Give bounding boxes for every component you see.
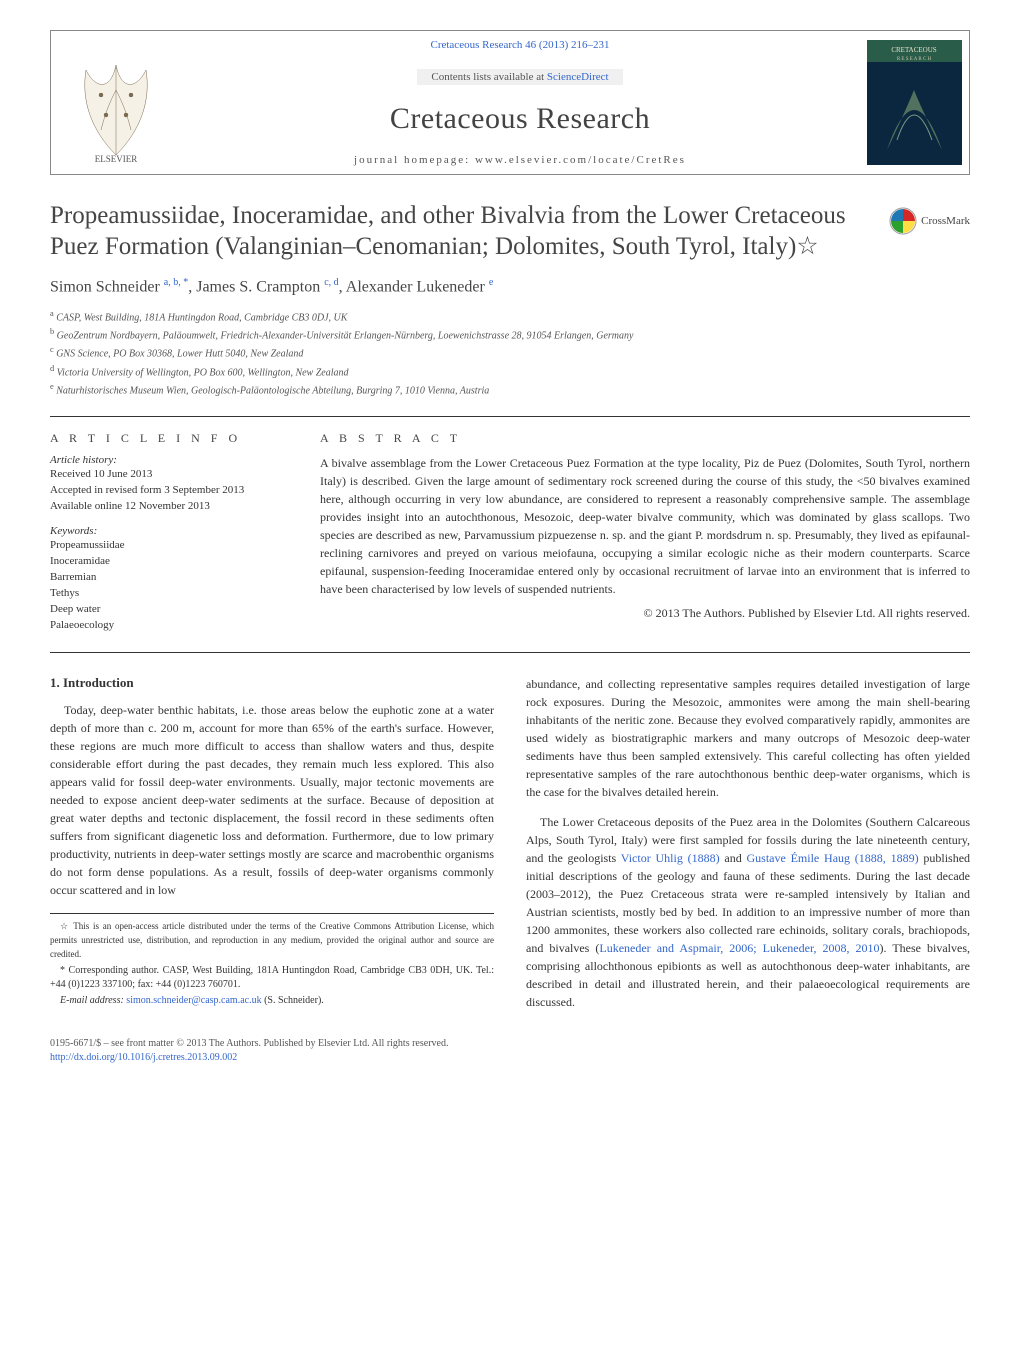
affiliation-c: c GNS Science, PO Box 30368, Lower Hutt … bbox=[50, 344, 970, 361]
intro-heading: 1. Introduction bbox=[50, 675, 494, 691]
author-3: Alexander Lukeneder bbox=[346, 278, 489, 295]
author-1-affil[interactable]: a, b, * bbox=[164, 277, 188, 288]
affiliation-b: b GeoZentrum Nordbayern, Paläoumwelt, Fr… bbox=[50, 326, 970, 343]
footnote-email: E-mail address: simon.schneider@casp.cam… bbox=[50, 994, 494, 1008]
citation-haug[interactable]: Gustave Émile Haug (1888, 1889) bbox=[747, 851, 919, 865]
author-3-affil[interactable]: e bbox=[489, 277, 493, 288]
reference-line[interactable]: Cretaceous Research 46 (2013) 216–231 bbox=[430, 39, 609, 51]
history-text: Received 10 June 2013Accepted in revised… bbox=[50, 467, 280, 515]
abstract-copyright: © 2013 The Authors. Published by Elsevie… bbox=[320, 606, 970, 621]
footnotes: ☆ This is an open-access article distrib… bbox=[50, 913, 494, 1008]
crossmark-label: CrossMark bbox=[921, 215, 970, 227]
article-info: A R T I C L E I N F O Article history: R… bbox=[50, 431, 280, 633]
affiliation-e: e Naturhistorisches Museum Wien, Geologi… bbox=[50, 381, 970, 398]
intro-para-2: abundance, and collecting representative… bbox=[526, 675, 970, 801]
abstract-heading: A B S T R A C T bbox=[320, 431, 970, 446]
author-2-affil[interactable]: c, d bbox=[324, 277, 338, 288]
page-footer: 0195-6671/$ – see front matter © 2013 Th… bbox=[50, 1037, 970, 1065]
author-1: Simon Schneider bbox=[50, 278, 164, 295]
journal-cover-thumbnail: CRETACEOUS R E S E A R C H bbox=[859, 31, 969, 174]
journal-header: ELSEVIER Cretaceous Research 46 (2013) 2… bbox=[50, 30, 970, 175]
right-column: abundance, and collecting representative… bbox=[526, 675, 970, 1023]
cover-title-text: CRETACEOUS bbox=[891, 46, 936, 54]
author-2: James S. Crampton bbox=[196, 278, 324, 295]
intro-para-1: Today, deep-water benthic habitats, i.e.… bbox=[50, 701, 494, 899]
publisher-logo: ELSEVIER bbox=[51, 31, 181, 174]
keywords-list: PropeamussiidaeInoceramidaeBarremianTeth… bbox=[50, 538, 280, 634]
crossmark-badge[interactable]: CrossMark bbox=[889, 207, 970, 235]
footer-doi[interactable]: http://dx.doi.org/10.1016/j.cretres.2013… bbox=[50, 1051, 970, 1065]
article-info-heading: A R T I C L E I N F O bbox=[50, 431, 280, 446]
journal-homepage[interactable]: journal homepage: www.elsevier.com/locat… bbox=[354, 154, 686, 166]
sciencedirect-link[interactable]: ScienceDirect bbox=[547, 71, 609, 83]
email-link[interactable]: simon.schneider@casp.cam.ac.uk bbox=[126, 995, 261, 1006]
contents-available: Contents lists available at ScienceDirec… bbox=[417, 69, 622, 85]
footer-copyright: 0195-6671/$ – see front matter © 2013 Th… bbox=[50, 1037, 970, 1051]
footnote-corresponding: * Corresponding author. CASP, West Build… bbox=[50, 964, 494, 992]
info-abstract-row: A R T I C L E I N F O Article history: R… bbox=[50, 416, 970, 652]
abstract-text: A bivalve assemblage from the Lower Cret… bbox=[320, 454, 970, 598]
crossmark-icon bbox=[889, 207, 917, 235]
contents-prefix: Contents lists available at bbox=[431, 71, 546, 83]
citation-lukeneder[interactable]: Lukeneder and Aspmair, 2006; Lukeneder, … bbox=[599, 941, 879, 955]
affiliation-d: d Victoria University of Wellington, PO … bbox=[50, 363, 970, 380]
abstract: A B S T R A C T A bivalve assemblage fro… bbox=[320, 431, 970, 633]
affiliation-a: a CASP, West Building, 181A Huntingdon R… bbox=[50, 308, 970, 325]
header-center: Cretaceous Research 46 (2013) 216–231 Co… bbox=[181, 31, 859, 174]
intro-para-3: The Lower Cretaceous deposits of the Pue… bbox=[526, 813, 970, 1011]
body-columns: 1. Introduction Today, deep-water benthi… bbox=[50, 675, 970, 1023]
left-column: 1. Introduction Today, deep-water benthi… bbox=[50, 675, 494, 1023]
article-title: Propeamussiidae, Inoceramidae, and other… bbox=[50, 200, 850, 263]
keywords-label: Keywords: bbox=[50, 525, 280, 537]
svg-text:ELSEVIER: ELSEVIER bbox=[95, 154, 138, 164]
footnote-openaccess: ☆ This is an open-access article distrib… bbox=[50, 920, 494, 962]
journal-title: Cretaceous Research bbox=[390, 102, 650, 136]
citation-uhlig[interactable]: Victor Uhlig (1888) bbox=[621, 851, 720, 865]
history-label: Article history: bbox=[50, 454, 280, 466]
affiliations: a CASP, West Building, 181A Huntingdon R… bbox=[50, 308, 970, 399]
svg-text:R E S E A R C H: R E S E A R C H bbox=[896, 57, 931, 62]
authors: Simon Schneider a, b, *, James S. Crampt… bbox=[50, 277, 970, 296]
